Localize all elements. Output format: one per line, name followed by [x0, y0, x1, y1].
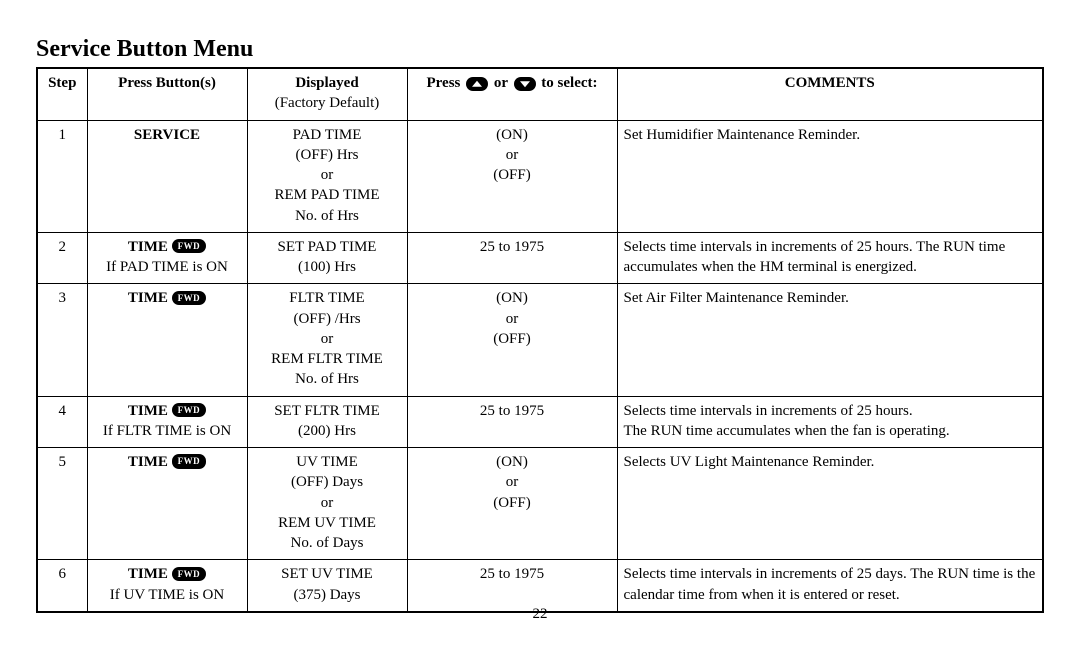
fwd-badge[interactable]: FWD: [172, 239, 207, 253]
cell-select: (ON)or(OFF): [407, 448, 617, 560]
cell-select: (ON)or(OFF): [407, 284, 617, 396]
cell-press: TIME FWD If PAD TIME is ON: [87, 232, 247, 284]
press-sub: If FLTR TIME is ON: [94, 421, 241, 441]
table-row: 5TIME FWDUV TIME(OFF) DaysorREM UV TIMEN…: [37, 448, 1043, 560]
col-select-pre: Press: [427, 75, 465, 91]
press-label: TIME: [128, 454, 168, 470]
fwd-badge[interactable]: FWD: [172, 291, 207, 305]
col-step: Step: [37, 68, 87, 120]
col-press: Press Button(s): [87, 68, 247, 120]
table-row: 3TIME FWDFLTR TIME(OFF) /HrsorREM FLTR T…: [37, 284, 1043, 396]
press-sub: If PAD TIME is ON: [94, 257, 241, 277]
cell-press: TIME FWD: [87, 284, 247, 396]
fwd-badge[interactable]: FWD: [172, 567, 207, 581]
press-label: SERVICE: [134, 127, 200, 143]
service-menu-table: Step Press Button(s) Displayed (Factory …: [36, 67, 1044, 613]
cell-select: 25 to 1975: [407, 396, 617, 448]
press-sub: If UV TIME is ON: [94, 585, 241, 605]
cell-displayed: SET FLTR TIME(200) Hrs: [247, 396, 407, 448]
cell-comments: Selects time intervals in increments of …: [617, 560, 1043, 612]
cell-press: TIME FWD If FLTR TIME is ON: [87, 396, 247, 448]
cell-step: 1: [37, 120, 87, 232]
cell-select: 25 to 1975: [407, 560, 617, 612]
press-label: TIME: [128, 566, 168, 582]
cell-comments: Set Air Filter Maintenance Reminder.: [617, 284, 1043, 396]
cell-step: 2: [37, 232, 87, 284]
cell-step: 6: [37, 560, 87, 612]
cell-displayed: SET PAD TIME(100) Hrs: [247, 232, 407, 284]
press-label: TIME: [128, 403, 168, 419]
arrow-up-icon[interactable]: [466, 77, 488, 91]
table-header: Step Press Button(s) Displayed (Factory …: [37, 68, 1043, 120]
col-comments: COMMENTS: [617, 68, 1043, 120]
arrow-down-icon[interactable]: [514, 77, 536, 91]
col-select-post: to select:: [541, 75, 597, 91]
cell-displayed: UV TIME(OFF) DaysorREM UV TIMENo. of Day…: [247, 448, 407, 560]
col-select-mid: or: [494, 75, 512, 91]
page-number: 22: [0, 606, 1080, 623]
cell-step: 5: [37, 448, 87, 560]
cell-displayed: PAD TIME(OFF) HrsorREM PAD TIMENo. of Hr…: [247, 120, 407, 232]
cell-select: (ON)or(OFF): [407, 120, 617, 232]
cell-comments: Set Humidifier Maintenance Reminder.: [617, 120, 1043, 232]
page: Service Button Menu Step Press Button(s)…: [0, 0, 1080, 633]
cell-press: SERVICE: [87, 120, 247, 232]
cell-step: 4: [37, 396, 87, 448]
col-displayed: Displayed (Factory Default): [247, 68, 407, 120]
table-row: 1 SERVICE PAD TIME(OFF) HrsorREM PAD TIMEN…: [37, 120, 1043, 232]
page-title: Service Button Menu: [36, 36, 1044, 63]
fwd-badge[interactable]: FWD: [172, 403, 207, 417]
cell-press: TIME FWD If UV TIME is ON: [87, 560, 247, 612]
cell-comments: Selects UV Light Maintenance Reminder.: [617, 448, 1043, 560]
press-label: TIME: [128, 290, 168, 306]
table-row: 6 TIME FWD If UV TIME is ON SET UV TIME(375…: [37, 560, 1043, 612]
cell-select: 25 to 1975: [407, 232, 617, 284]
table-body: 1 SERVICE PAD TIME(OFF) HrsorREM PAD TIMEN…: [37, 120, 1043, 612]
table-row: 4 TIME FWD If FLTR TIME is ON SET FLTR TIME…: [37, 396, 1043, 448]
col-displayed-label: Displayed: [295, 75, 358, 91]
fwd-badge[interactable]: FWD: [172, 454, 207, 468]
col-displayed-sub: (Factory Default): [254, 93, 401, 113]
cell-comments: Selects time intervals in increments of …: [617, 396, 1043, 448]
col-select: Press or to select:: [407, 68, 617, 120]
table-row: 2 TIME FWD If PAD TIME is ON SET PAD TIME(1…: [37, 232, 1043, 284]
cell-displayed: FLTR TIME(OFF) /HrsorREM FLTR TIMENo. of…: [247, 284, 407, 396]
press-label: TIME: [128, 239, 168, 255]
cell-displayed: SET UV TIME(375) Days: [247, 560, 407, 612]
cell-step: 3: [37, 284, 87, 396]
cell-comments: Selects time intervals in increments of …: [617, 232, 1043, 284]
cell-press: TIME FWD: [87, 448, 247, 560]
